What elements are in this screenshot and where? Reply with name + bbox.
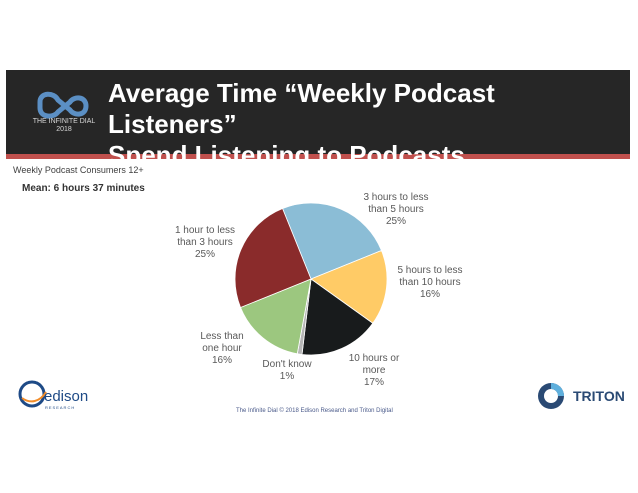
- pie-slice-label: Less than one hour 16%: [200, 331, 244, 366]
- pie-slice: [234, 208, 312, 308]
- title-banner: [6, 70, 630, 154]
- chart-subtitle: Weekly Podcast Consumers 12+: [13, 165, 144, 175]
- edison-logo-text: edison: [44, 388, 89, 405]
- edison-logo-subtext: RESEARCH: [45, 405, 76, 410]
- title-accent-bar: [6, 154, 630, 159]
- infinite-dial-logo-icon: [37, 91, 89, 119]
- pie-slice-label: Don't know 1%: [262, 359, 312, 382]
- pie-slice: [282, 202, 382, 280]
- pie-slice-label: 5 hours to less than 10 hours 16%: [397, 265, 463, 300]
- infinite-dial-logo-text: THE INFINITE DIAL 2018: [32, 118, 96, 133]
- title-line-1: Average Time “Weekly Podcast Listeners”: [108, 78, 495, 139]
- title-line-2: Spend Listening to Podcasts: [108, 140, 465, 170]
- pie-slice: [240, 278, 312, 355]
- footer-credit: The Infinite Dial © 2018 Edison Research…: [236, 408, 393, 414]
- pie-slice: [310, 250, 388, 324]
- mean-label: Mean: 6 hours 37 minutes: [22, 183, 145, 194]
- pie-slice-label: 1 hour to less than 3 hours 25%: [174, 225, 236, 260]
- page-title: Average Time “Weekly Podcast Listeners” …: [108, 78, 628, 171]
- pie-slice-label: 3 hours to less than 5 hours 25%: [363, 192, 429, 227]
- triton-logo-text: TRITON: [573, 388, 625, 404]
- pie-slice: [301, 278, 374, 356]
- edison-logo-icon: [18, 380, 47, 408]
- triton-logo-icon: [538, 383, 564, 409]
- pie-slice-label: 10 hours or more 17%: [348, 353, 400, 388]
